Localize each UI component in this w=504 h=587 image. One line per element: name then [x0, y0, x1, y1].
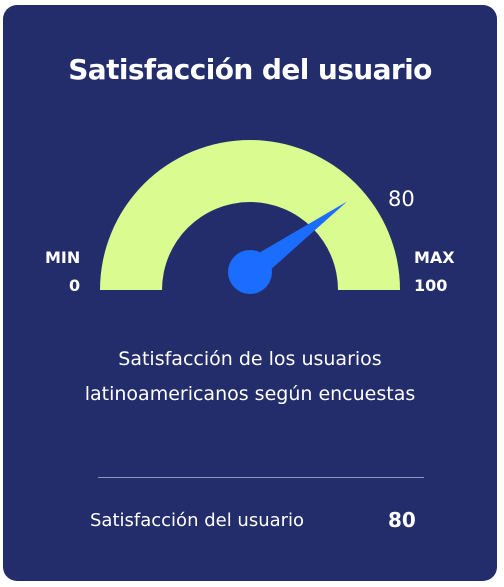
satisfaction-card: Satisfacción del usuario MIN 0 MAX 100 8…	[3, 5, 497, 581]
gauge-value-label: 80	[388, 187, 415, 211]
gauge-min-value: 0	[69, 276, 81, 295]
gauge	[100, 140, 400, 294]
footer-label: Satisfacción del usuario	[90, 510, 305, 531]
footer-value: 80	[388, 508, 416, 532]
gauge-min-label: MIN	[45, 248, 81, 267]
card-description: Satisfacción de los usuarios latinoameri…	[84, 348, 416, 405]
card-title: Satisfacción del usuario	[68, 53, 432, 86]
divider	[98, 477, 424, 478]
gauge-hub	[228, 250, 272, 294]
gauge-max-label: MAX	[414, 248, 455, 267]
gauge-max-value: 100	[414, 276, 448, 295]
gauge-track	[100, 140, 400, 290]
